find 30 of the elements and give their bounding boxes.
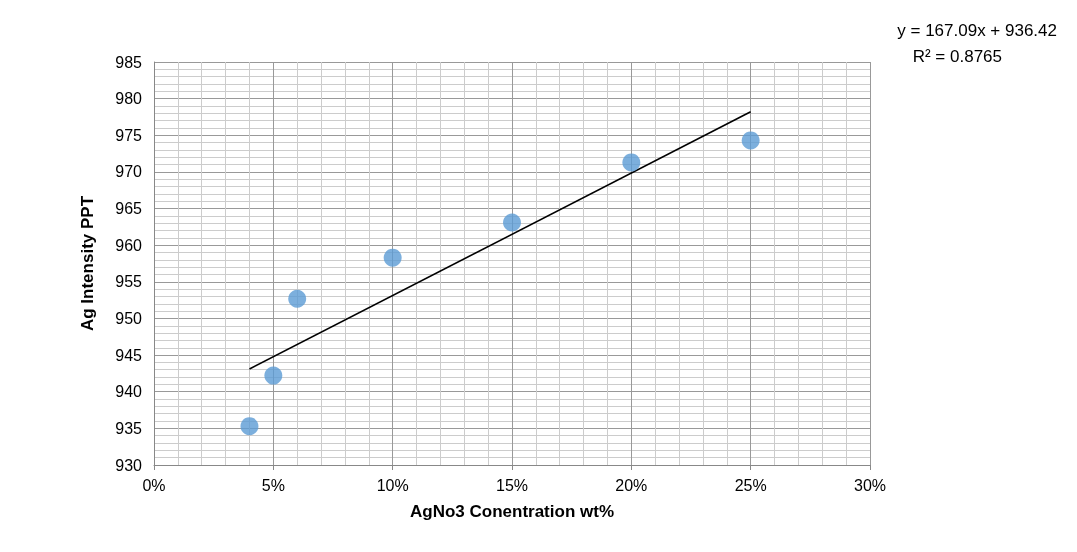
point	[741, 131, 760, 150]
text: y = 167.09x + 936.42	[897, 21, 1058, 40]
y-tick-label: 950	[115, 309, 143, 327]
point	[240, 417, 259, 436]
x-tick-label: 10%	[376, 476, 409, 494]
y-tick-label: 965	[115, 200, 143, 218]
y-tick-label: 970	[115, 163, 143, 181]
x-axis-title: AgNo3 Conentration wt%	[410, 502, 614, 521]
x-tick-label: 5%	[261, 476, 285, 494]
x-tick-label: 20%	[615, 476, 648, 494]
point	[288, 289, 307, 308]
text: R² = 0.8765	[912, 47, 1002, 66]
point	[622, 153, 641, 172]
x-tick-label: 25%	[734, 476, 767, 494]
x-tick-label: 15%	[495, 476, 529, 494]
x-tick-label: 30%	[853, 476, 887, 494]
y-tick-label: 955	[115, 273, 143, 291]
y-tick-label: 945	[115, 346, 143, 364]
point	[383, 248, 402, 267]
point	[264, 366, 283, 385]
y-axis-title: Ag Intensity PPT	[78, 195, 97, 332]
y-tick-label: 940	[115, 383, 143, 401]
point	[503, 213, 521, 232]
y-tick-label: 935	[115, 419, 143, 437]
y-tick-label: 975	[115, 126, 143, 144]
y-tick-label: 985	[115, 53, 143, 71]
x-tick-label: 0%	[142, 476, 166, 494]
y-tick-label: 960	[115, 236, 143, 254]
y-tick-label: 980	[115, 90, 143, 108]
y-tick-label: 930	[115, 456, 143, 474]
